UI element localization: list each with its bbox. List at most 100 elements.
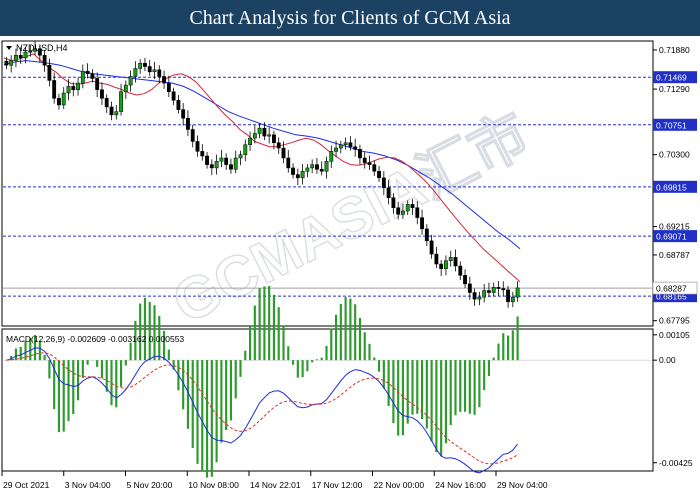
candle-down xyxy=(367,162,372,165)
candle-down xyxy=(362,157,367,163)
candle-down xyxy=(377,170,381,179)
candle-down xyxy=(57,98,61,106)
current-price-label: 0.68287 xyxy=(656,284,687,294)
header-banner: Chart Analysis for Clients of GCM Asia xyxy=(0,0,700,36)
time-axis: 29 Oct 2021 3 Nov 04:00 5 Nov 20:00 10 Nov … xyxy=(1,471,548,490)
time-tick-label: 5 Nov 20:00 xyxy=(127,480,173,490)
level-price-tag xyxy=(653,180,697,193)
candle-down xyxy=(434,253,439,265)
candle-up xyxy=(33,48,37,52)
macd-tick-label: 0.00105 xyxy=(659,330,690,340)
time-tick-label: 29 Nov 04:00 xyxy=(497,480,548,490)
candle-down xyxy=(410,204,415,208)
candle-up xyxy=(324,161,329,172)
time-tick-label: 22 Nov 00:00 xyxy=(374,480,425,490)
candle-down xyxy=(143,62,147,67)
level-price-tag xyxy=(653,230,697,243)
candle-down xyxy=(147,66,152,73)
candle-up xyxy=(133,68,138,77)
macd-tick-label: -0.00425 xyxy=(659,458,693,468)
candle-down xyxy=(358,149,362,159)
candle-down xyxy=(463,275,467,285)
trading-chart: GCMASIA汇市 0.714690.707510.698150.690710.… xyxy=(0,36,700,500)
candle-up xyxy=(343,142,348,145)
time-tick-label: 29 Oct 2021 xyxy=(3,480,50,490)
candle-down xyxy=(47,64,52,81)
macd-line xyxy=(6,347,518,474)
candle-down xyxy=(195,141,200,152)
price-axis: 0.71880 0.71290 0.70300 0.69215 0.68787 0.677… xyxy=(653,45,690,326)
candle-down xyxy=(162,76,166,84)
candle-up xyxy=(114,111,119,116)
candle-down xyxy=(71,86,76,90)
candle-down xyxy=(166,82,171,92)
candle-down xyxy=(386,187,391,198)
candle-up xyxy=(257,127,262,134)
candle-down xyxy=(157,69,162,77)
candle-down xyxy=(200,151,205,157)
level-price-label: 0.68165 xyxy=(656,292,687,302)
candle-down xyxy=(506,289,510,303)
candle-up xyxy=(334,147,338,152)
price-tick-label: 0.71880 xyxy=(659,45,690,55)
price-tick-label: 0.71290 xyxy=(659,84,690,94)
candle-down xyxy=(186,117,190,130)
price-tick-label: 0.70300 xyxy=(659,150,690,160)
candle-up xyxy=(123,84,128,92)
candle-down xyxy=(90,73,95,79)
candle-up xyxy=(310,164,315,169)
macd-title: MACD(12,26,9) -0.002609 -0.003162 0.0005… xyxy=(6,334,184,344)
candle-up xyxy=(233,157,238,170)
candle-down xyxy=(439,263,444,269)
level-price-label: 0.71469 xyxy=(656,73,687,83)
candle-up xyxy=(405,204,410,212)
dropdown-triangle-icon[interactable] xyxy=(6,46,12,50)
candle-down xyxy=(176,100,181,110)
candle-up xyxy=(491,286,496,293)
candle-up xyxy=(61,92,66,106)
level-price-tag xyxy=(653,71,697,84)
candle-down xyxy=(467,283,472,293)
time-tick-label: 17 Nov 12:00 xyxy=(312,480,363,490)
candle-down xyxy=(229,164,233,170)
candle-down xyxy=(42,55,47,66)
candle-down xyxy=(171,91,176,101)
level-price-tag xyxy=(653,118,697,131)
candle-down xyxy=(415,207,420,218)
candle-down xyxy=(100,89,104,99)
symbol-label: NZDUSD,H4 xyxy=(16,43,68,53)
candle-down xyxy=(391,197,396,208)
ma-red-line xyxy=(3,53,521,283)
candle-up xyxy=(510,296,515,303)
candle-up xyxy=(76,82,80,90)
candle-down xyxy=(85,70,90,75)
candle-down xyxy=(496,286,501,289)
candle-up xyxy=(252,133,257,139)
candle-down xyxy=(52,80,57,99)
candle-up xyxy=(28,51,33,53)
candle-down xyxy=(381,177,386,189)
candle-down xyxy=(295,174,300,179)
candle-up xyxy=(138,62,143,69)
candle-up xyxy=(219,157,224,162)
candle-up xyxy=(243,144,248,155)
candle-up xyxy=(214,161,219,169)
time-tick-label: 10 Nov 08:00 xyxy=(188,480,239,490)
candle-down xyxy=(18,55,23,59)
candle-down xyxy=(205,155,209,165)
candle-up xyxy=(267,134,272,137)
candle-up xyxy=(401,210,405,215)
time-tick-label: 3 Nov 04:00 xyxy=(65,480,111,490)
candle-up xyxy=(482,290,487,298)
candle-down xyxy=(453,257,458,267)
candle-up xyxy=(444,260,448,269)
moving-averages xyxy=(3,53,521,283)
macd-indicator: 0.00105 0.00 -0.00425 xyxy=(3,285,693,478)
candle-down xyxy=(501,288,506,291)
candle-down xyxy=(396,207,401,215)
candle-down xyxy=(353,146,358,150)
candle-up xyxy=(515,287,520,298)
candle-down xyxy=(429,240,434,255)
candle-down xyxy=(291,167,295,175)
candle-down xyxy=(281,147,286,159)
